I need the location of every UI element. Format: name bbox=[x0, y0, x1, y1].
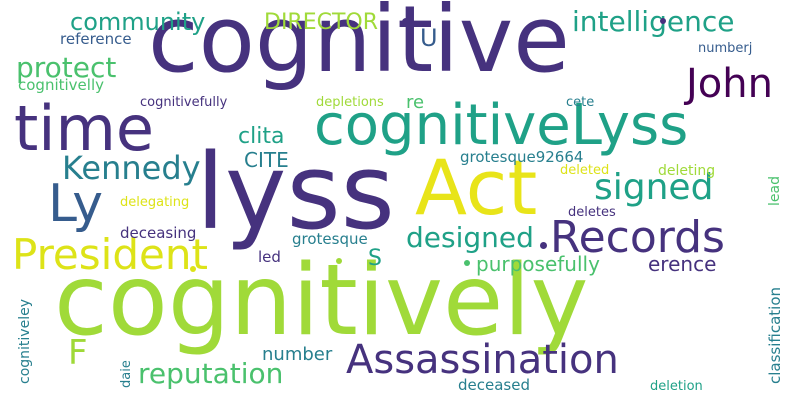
word-deleting: deleting bbox=[658, 163, 716, 179]
word-Act: Act bbox=[415, 143, 538, 232]
word-re: re bbox=[406, 92, 425, 113]
word-cognitively: cognitively bbox=[54, 244, 589, 358]
dot bbox=[660, 18, 666, 24]
word-time: time bbox=[14, 92, 155, 165]
word-lyss: lyss bbox=[196, 131, 395, 253]
word-protect: protect bbox=[16, 51, 117, 84]
word-Assassination: Assassination bbox=[346, 337, 619, 383]
word-depletions: depletions bbox=[316, 95, 384, 110]
word-number: number bbox=[262, 344, 333, 365]
word-classification: classification bbox=[766, 286, 784, 384]
dot bbox=[540, 242, 547, 249]
word-U: U bbox=[420, 24, 438, 52]
word-signed: signed bbox=[594, 167, 714, 208]
word-daie: daie bbox=[119, 360, 134, 388]
word-President: President bbox=[12, 230, 208, 279]
word-clita: clita bbox=[238, 124, 285, 149]
word-grotesque92664: grotesque92664 bbox=[460, 148, 584, 166]
word-cognitiveley: cognitiveley bbox=[17, 299, 33, 384]
dot bbox=[464, 260, 470, 266]
word-cognitive: cognitive bbox=[148, 0, 570, 93]
word-reference: reference bbox=[60, 30, 132, 48]
word-Ly: Ly bbox=[48, 174, 103, 234]
word-cognitiveLyss: cognitiveLyss bbox=[314, 93, 689, 158]
word-reputation: reputation bbox=[138, 357, 284, 390]
word-cognitivelly: cognitivelly bbox=[18, 76, 104, 94]
dot bbox=[402, 18, 410, 26]
word-grotesque: grotesque bbox=[292, 230, 368, 248]
dot bbox=[190, 266, 196, 272]
word-numberj: numberj bbox=[698, 41, 753, 56]
word-intelligence: intelligence bbox=[572, 5, 735, 38]
word-F: F bbox=[68, 333, 88, 373]
word-deletion: deletion bbox=[650, 379, 703, 394]
word-purposefully: purposefully bbox=[476, 252, 600, 276]
word-designed: designed bbox=[406, 221, 534, 254]
word-Records: Records bbox=[550, 212, 725, 263]
dot bbox=[336, 258, 342, 264]
word-erence: erence bbox=[648, 252, 717, 276]
word-deceased: deceased bbox=[458, 376, 530, 394]
word-DIRECTOR: DIRECTOR bbox=[264, 10, 379, 35]
word-S: S bbox=[368, 246, 382, 271]
word-led: led bbox=[258, 248, 281, 266]
word-CITE: CITE bbox=[244, 148, 289, 172]
word-cognitivefully: cognitivefully bbox=[140, 95, 228, 110]
word-deleted: deleted bbox=[560, 163, 610, 178]
word-community: community bbox=[70, 8, 206, 36]
word-delegating: delegating bbox=[120, 195, 190, 210]
word-deletes: deletes bbox=[568, 205, 616, 220]
word-lead: lead bbox=[767, 176, 783, 206]
word-cete: cete bbox=[566, 95, 595, 110]
word-Kennedy: Kennedy bbox=[62, 149, 201, 187]
word-deceasing: deceasing bbox=[120, 224, 197, 242]
word-John: John bbox=[686, 61, 773, 107]
